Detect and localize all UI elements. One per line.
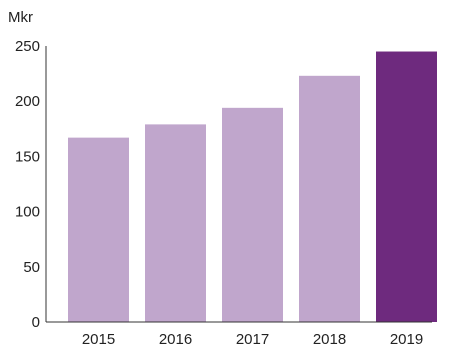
bar-2017: [222, 107, 283, 322]
x-tick-label: 2019: [390, 331, 423, 346]
bar-2016: [145, 124, 206, 322]
x-tick-label: 2015: [82, 331, 115, 346]
bars: [68, 51, 437, 323]
x-tick-label: 2016: [159, 331, 192, 346]
x-tick-label: 2017: [236, 331, 269, 346]
bar-2015: [68, 137, 129, 322]
y-tick-label: 250: [15, 38, 40, 55]
y-axis-ticks: 0 50 100 150 200 250: [15, 38, 40, 331]
bar-2018: [299, 75, 360, 322]
y-tick-label: 200: [15, 93, 40, 110]
y-tick-label: 100: [15, 204, 40, 221]
bar-2019: [376, 51, 437, 323]
x-axis-ticks: 2015 2016 2017 2018 2019: [82, 331, 423, 346]
y-unit-label: Mkr: [8, 9, 33, 26]
y-tick-label: 50: [23, 259, 40, 276]
x-tick-label: 2018: [313, 331, 346, 346]
y-tick-label: 0: [32, 314, 40, 331]
y-tick-label: 150: [15, 148, 40, 165]
